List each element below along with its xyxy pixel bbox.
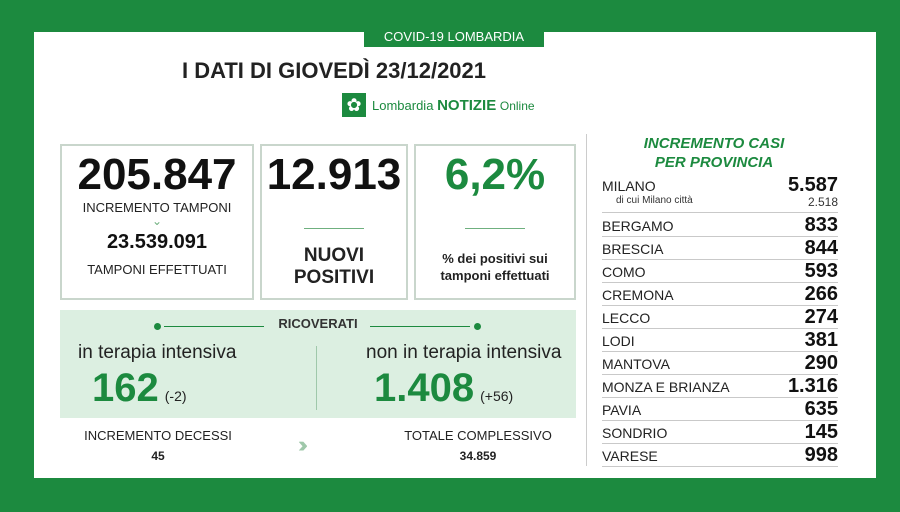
dot-icon bbox=[474, 323, 481, 330]
province-value: 1.316 bbox=[787, 375, 838, 397]
province-value: 290 bbox=[804, 352, 838, 374]
province-name: MANTOVA bbox=[602, 356, 670, 372]
totale-value: 34.859 bbox=[459, 449, 497, 463]
positivi-value: 12.913 bbox=[266, 150, 402, 199]
divider bbox=[465, 228, 525, 229]
province-value: 844 bbox=[804, 237, 838, 259]
header-line-left bbox=[164, 326, 264, 327]
tamponi-total-label: TAMPONI EFFETTUATI bbox=[87, 262, 227, 277]
ti-column: in terapia intensiva 162 (-2) bbox=[78, 342, 236, 411]
province-name: BERGAMO bbox=[602, 218, 674, 234]
province-value: 145 bbox=[804, 421, 838, 443]
percent-box: 6,2% % dei positivi sui tamponi effettua… bbox=[414, 144, 576, 300]
nti-value: 1.408 bbox=[374, 366, 475, 410]
region-badge: COVID-19 LOMBARDIA bbox=[364, 27, 544, 47]
percent-value: 6,2% bbox=[444, 150, 546, 199]
province-value: 5.587 bbox=[787, 174, 838, 196]
province-row: MANTOVA 290 bbox=[602, 352, 838, 375]
logo-notizie: NOTIZIE bbox=[437, 96, 497, 114]
logo-online: Online bbox=[499, 98, 535, 113]
ricoverati-panel: RICOVERATI in terapia intensiva 162 (-2) … bbox=[60, 310, 576, 418]
province-title-line1: INCREMENTO CASI bbox=[643, 135, 785, 152]
decessi-stat: INCREMENTO DECESSI 45 bbox=[60, 428, 256, 463]
positivi-box: 12.913 NUOVI POSITIVI bbox=[260, 144, 408, 300]
province-row: BERGAMO 833 bbox=[602, 214, 838, 237]
percent-label2: tamponi effettuati bbox=[440, 268, 550, 283]
logo-text: Lombardia NOTIZIE Online bbox=[372, 97, 535, 114]
ti-label: in terapia intensiva bbox=[78, 342, 237, 363]
tamponi-increment: 205.847 bbox=[77, 150, 237, 199]
province-row: PAVIA 635 bbox=[602, 398, 838, 421]
province-value: 266 bbox=[804, 283, 838, 305]
dot-icon bbox=[154, 323, 161, 330]
province-name: VARESE bbox=[602, 448, 658, 464]
ti-value: 162 bbox=[92, 366, 159, 410]
page-title: I DATI DI GIOVEDÌ 23/12/2021 bbox=[181, 58, 487, 83]
province-name: CREMONA bbox=[602, 287, 674, 303]
tamponi-box: 205.847 INCREMENTO TAMPONI ⌄ 23.539.091 … bbox=[60, 144, 254, 300]
province-name: SONDRIO bbox=[602, 425, 668, 441]
tamponi-increment-label: INCREMENTO TAMPONI bbox=[82, 200, 232, 215]
province-name: BRESCIA bbox=[602, 241, 664, 257]
totale-label: TOTALE COMPLESSIVO bbox=[404, 428, 552, 443]
column-divider bbox=[316, 346, 317, 410]
province-row: LECCO 274 bbox=[602, 306, 838, 329]
milano-city-label: di cui Milano città bbox=[616, 195, 693, 206]
province-row: SONDRIO 145 bbox=[602, 421, 838, 444]
brand-logo: ✿ Lombardia NOTIZIE Online bbox=[342, 93, 535, 117]
vertical-divider bbox=[586, 134, 587, 466]
province-value: 998 bbox=[804, 444, 838, 466]
province-row: COMO 593 bbox=[602, 260, 838, 283]
chevron-down-icon: ⌄ bbox=[151, 214, 163, 228]
province-name: MILANO bbox=[602, 178, 656, 194]
positivi-label1: NUOVI bbox=[303, 245, 365, 266]
milano-city-value: 2.518 bbox=[807, 195, 838, 209]
province-name: PAVIA bbox=[602, 402, 642, 418]
province-row: MONZA E BRIANZA 1.316 bbox=[602, 375, 838, 398]
tamponi-total: 23.539.091 bbox=[106, 231, 208, 253]
decessi-label: INCREMENTO DECESSI bbox=[84, 428, 232, 443]
ti-delta: (-2) bbox=[164, 388, 187, 404]
province-title-line2: PER PROVINCIA bbox=[654, 154, 774, 171]
nti-delta: (+56) bbox=[480, 388, 514, 404]
logo-name: Lombardia bbox=[372, 97, 434, 113]
percent-label1: % dei positivi sui bbox=[442, 251, 548, 266]
province-row: LODI 381 bbox=[602, 329, 838, 352]
positivi-label2: POSITIVI bbox=[293, 267, 375, 288]
nti-column: non in terapia intensiva 1.408 (+56) bbox=[366, 342, 561, 411]
nti-label: non in terapia intensiva bbox=[366, 342, 562, 363]
province-value: 833 bbox=[804, 214, 838, 236]
province-value: 381 bbox=[804, 329, 838, 351]
header-line-right bbox=[370, 326, 470, 327]
province-name: LODI bbox=[602, 333, 635, 349]
decessi-value: 45 bbox=[151, 449, 165, 463]
province-value: 635 bbox=[804, 398, 838, 420]
province-milano: MILANO 5.587 di cui Milano città 2.518 bbox=[602, 174, 838, 213]
province-title: INCREMENTO CASI PER PROVINCIA bbox=[604, 134, 824, 172]
province-value: 593 bbox=[804, 260, 838, 282]
province-name: LECCO bbox=[602, 310, 651, 326]
province-row: VARESE 998 bbox=[602, 444, 838, 467]
ricoverati-header: RICOVERATI bbox=[278, 316, 358, 331]
province-row: CREMONA 266 bbox=[602, 283, 838, 306]
province-name: MONZA E BRIANZA bbox=[602, 379, 730, 395]
lombardia-rose-icon: ✿ bbox=[342, 93, 366, 117]
province-name: COMO bbox=[602, 264, 646, 280]
province-value: 274 bbox=[804, 306, 838, 328]
divider bbox=[304, 228, 364, 229]
province-row: BRESCIA 844 bbox=[602, 237, 838, 260]
chevron-right-icon: ››› bbox=[298, 432, 308, 457]
totale-stat: TOTALE COMPLESSIVO 34.859 bbox=[380, 428, 576, 463]
